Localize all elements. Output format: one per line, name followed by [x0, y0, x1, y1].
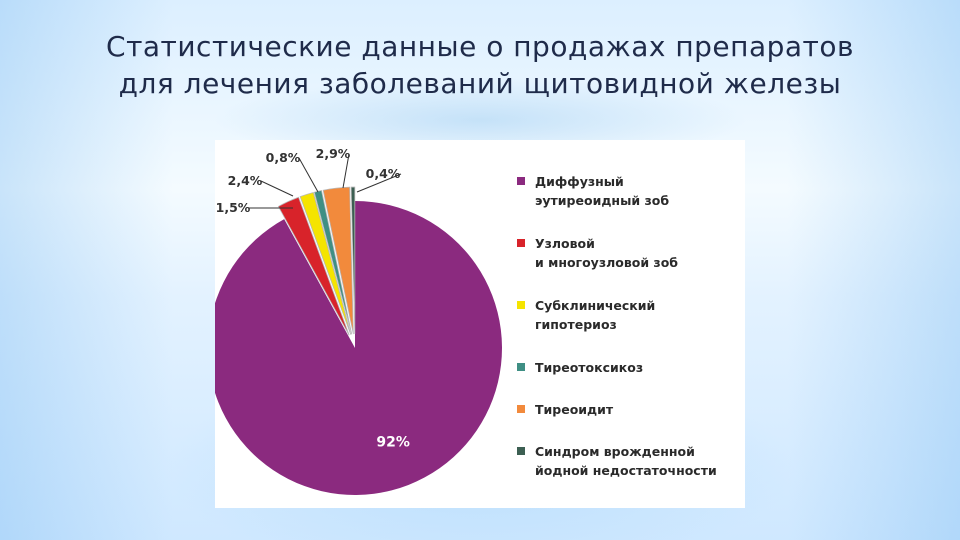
pie-slice [322, 186, 354, 335]
slice-label: 1,5% [216, 200, 251, 215]
pie-chart: 92% 2,4% 1,5% 0,8% 2,9% 0,4% [215, 146, 502, 495]
legend-label: Тиреотоксикоз [535, 360, 644, 375]
legend-swatch [517, 447, 525, 455]
slide-title: Статистические данные о продажах препара… [106, 30, 854, 100]
pie-slice [215, 201, 502, 495]
slice-label: 0,4% [366, 166, 401, 181]
leader-line [342, 153, 350, 189]
slice-label: 2,9% [316, 146, 351, 161]
pie-slice [277, 196, 350, 336]
legend-label: Тиреоидит [535, 402, 614, 417]
slice-label: 0,8% [266, 150, 301, 165]
legend-swatch [517, 405, 525, 413]
legend-swatch [517, 177, 525, 185]
legend-swatch [517, 363, 525, 371]
slice-label: 92% [376, 434, 410, 450]
pie-slice [350, 186, 356, 335]
legend-label: Синдром врожденной йодной недостаточност… [535, 444, 717, 478]
legend-label: Субклинический гипотериоз [535, 298, 656, 332]
chart-panel: 92% 2,4% 1,5% 0,8% 2,9% 0,4% Диффузный эутире… [215, 140, 745, 508]
legend-label: Узловой и многоузловой зоб [535, 236, 679, 270]
slice-label: 2,4% [228, 173, 263, 188]
pie-slice [299, 192, 352, 335]
leader-line [356, 173, 402, 193]
leader-line [298, 157, 319, 193]
legend-label: Диффузный эутиреоидный зоб [535, 174, 670, 208]
leader-line [260, 180, 294, 197]
legend-swatch [517, 239, 525, 247]
legend-swatch [517, 301, 525, 309]
